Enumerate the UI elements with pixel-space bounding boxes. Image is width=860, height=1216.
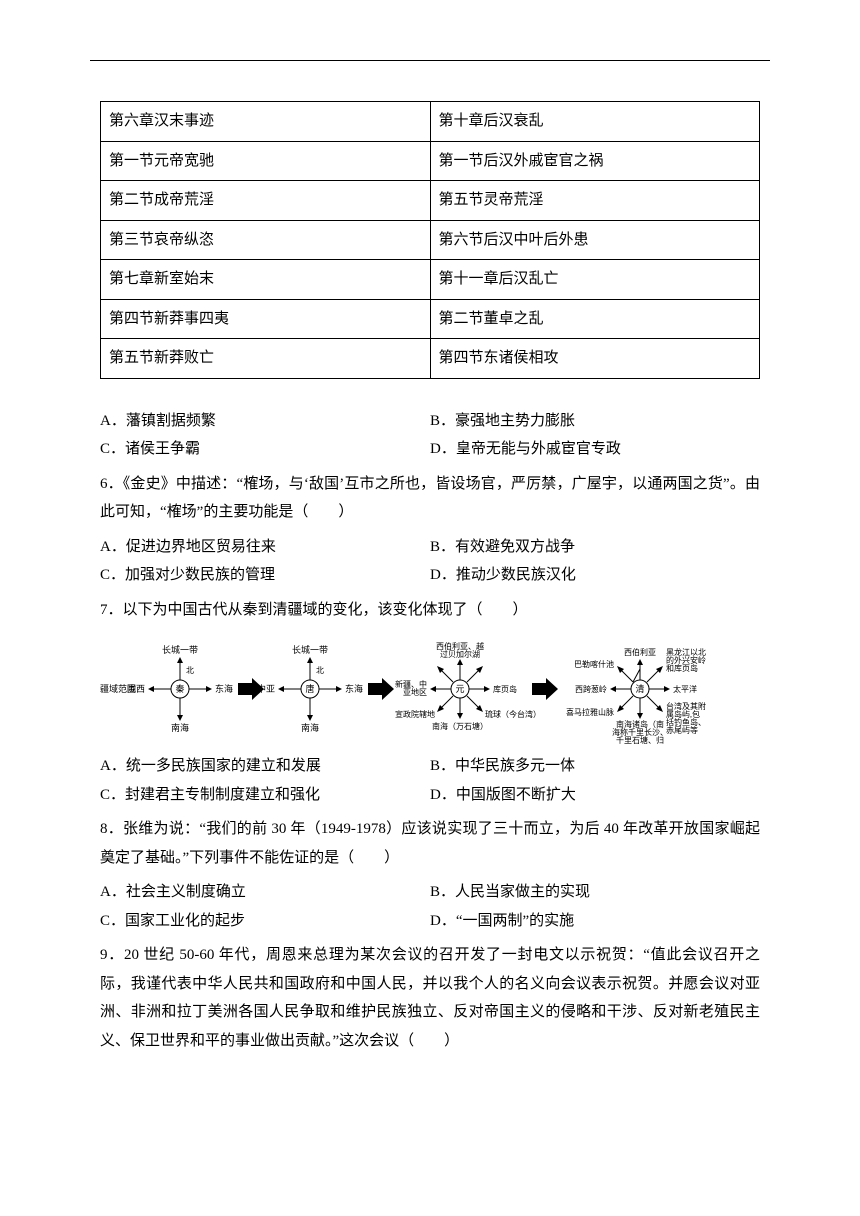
q6-options: A．促进边界地区贸易往来 B．有效避免双方战争 C．加强对少数民族的管理 D．推… xyxy=(100,533,760,590)
svg-text:琉球（今台湾）: 琉球（今台湾） xyxy=(485,709,541,719)
svg-text:北: 北 xyxy=(316,666,324,675)
table-row: 第二节成帝荒淫第五节灵帝荒淫 xyxy=(101,181,760,221)
cell: 第五节灵帝荒淫 xyxy=(430,181,760,221)
option-b: B．豪强地主势力膨胀 xyxy=(430,407,760,436)
option-d: D．“一国两制”的实施 xyxy=(430,907,760,936)
svg-text:长城一带: 长城一带 xyxy=(162,644,198,655)
q7-diagram: 疆域范围 秦 长城一带 北 南海 东海 陇西 唐 长城一带 北 南海 东海 中亚 xyxy=(100,634,760,744)
table-row: 第五节新莽败亡第四节东诸侯相攻 xyxy=(101,339,760,379)
block-arrow-icon xyxy=(368,678,394,700)
diagram-panel-qing: 清 西伯利亚 南海诸岛（南 海称千里长沙、 千里石塘、归 太平洋 西跨葱岭 黑龙… xyxy=(566,647,706,744)
svg-text:巴勒喀什池: 巴勒喀什池 xyxy=(574,659,614,669)
diagram-panel-yuan: 元 西伯利亚、越 过贝加尔湖 南海（万石塘） 库页岛 新疆、中 亚地区 琉球（今… xyxy=(395,641,541,731)
table-row: 第四节新莽事四夷第二节董卓之乱 xyxy=(101,299,760,339)
option-a: A．藩镇割据频繁 xyxy=(100,407,430,436)
svg-text:南海（万石塘）: 南海（万石塘） xyxy=(432,721,488,731)
cell: 第一节元帝宽驰 xyxy=(101,141,431,181)
svg-text:秦: 秦 xyxy=(175,683,184,694)
svg-text:东海: 东海 xyxy=(215,683,233,694)
table-row: 第一节元帝宽驰第一节后汉外戚宦官之祸 xyxy=(101,141,760,181)
option-c: C．国家工业化的起步 xyxy=(100,907,430,936)
svg-text:陇西: 陇西 xyxy=(127,683,145,694)
option-d: D．皇帝无能与外戚宦官专政 xyxy=(430,435,760,464)
cell: 第四节东诸侯相攻 xyxy=(430,339,760,379)
svg-text:唐: 唐 xyxy=(305,683,314,694)
svg-text:清: 清 xyxy=(635,683,644,694)
block-arrow-icon xyxy=(532,678,558,700)
diagram-panel-tang: 唐 长城一带 北 南海 东海 中亚 xyxy=(257,644,363,733)
svg-text:北: 北 xyxy=(186,666,194,675)
cell: 第六节后汉中叶后外患 xyxy=(430,220,760,260)
diagram-panel-qin: 秦 长城一带 北 南海 东海 陇西 xyxy=(127,644,233,733)
cell: 第七章新室始末 xyxy=(101,260,431,300)
q7-options: A．统一多民族国家的建立和发展 B．中华民族多元一体 C．封建君主专制制度建立和… xyxy=(100,752,760,809)
svg-text:东海: 东海 xyxy=(345,683,363,694)
table-row: 第七章新室始末第十一章后汉乱亡 xyxy=(101,260,760,300)
cell: 第三节哀帝纵恣 xyxy=(101,220,431,260)
option-d: D．推动少数民族汉化 xyxy=(430,561,760,590)
cell: 第四节新莽事四夷 xyxy=(101,299,431,339)
cell: 第五节新莽败亡 xyxy=(101,339,431,379)
option-c: C．封建君主专制制度建立和强化 xyxy=(100,781,430,810)
table-row: 第六章汉末事迹第十章后汉衰乱 xyxy=(101,102,760,142)
cell: 第十一章后汉乱亡 xyxy=(430,260,760,300)
svg-text:西跨葱岭: 西跨葱岭 xyxy=(575,684,607,694)
cell: 第十章后汉衰乱 xyxy=(430,102,760,142)
svg-text:中亚: 中亚 xyxy=(257,683,275,694)
q5-options: A．藩镇割据频繁 B．豪强地主势力膨胀 C．诸侯王争霸 D．皇帝无能与外戚宦官专… xyxy=(100,407,760,464)
cell: 第二节成帝荒淫 xyxy=(101,181,431,221)
option-c: C．加强对少数民族的管理 xyxy=(100,561,430,590)
chapter-table: 第六章汉末事迹第十章后汉衰乱 第一节元帝宽驰第一节后汉外戚宦官之祸 第二节成帝荒… xyxy=(100,101,760,379)
svg-text:和库页岛: 和库页岛 xyxy=(666,663,698,673)
option-c: C．诸侯王争霸 xyxy=(100,435,430,464)
option-a: A．社会主义制度确立 xyxy=(100,878,430,907)
q6-stem: 6．《金史》中描述：“榷场，与‘敌国’互市之所也，皆设场官，严厉禁，广屋宇，以通… xyxy=(100,470,760,527)
table-row: 第三节哀帝纵恣第六节后汉中叶后外患 xyxy=(101,220,760,260)
q8-options: A．社会主义制度确立 B．人民当家做主的实现 C．国家工业化的起步 D．“一国两… xyxy=(100,878,760,935)
option-d: D．中国版图不断扩大 xyxy=(430,781,760,810)
svg-text:太平洋: 太平洋 xyxy=(673,684,697,694)
option-a: A．促进边界地区贸易往来 xyxy=(100,533,430,562)
svg-text:库页岛: 库页岛 xyxy=(493,684,517,694)
cell: 第二节董卓之乱 xyxy=(430,299,760,339)
q9-stem: 9．20 世纪 50-60 年代，周恩来总理为某次会议的召开发了一封电文以示祝贺… xyxy=(100,941,760,1055)
option-b: B．有效避免双方战争 xyxy=(430,533,760,562)
cell: 第一节后汉外戚宦官之祸 xyxy=(430,141,760,181)
option-b: B．中华民族多元一体 xyxy=(430,752,760,781)
svg-text:长城一带: 长城一带 xyxy=(292,644,328,655)
svg-text:亚地区: 亚地区 xyxy=(403,687,427,697)
q8-stem: 8．张维为说：“我们的前 30 年（1949-1978）应该说实现了三十而立，为… xyxy=(100,815,760,872)
svg-text:赤尾屿等: 赤尾屿等 xyxy=(666,725,698,735)
svg-text:宣政院辖地: 宣政院辖地 xyxy=(395,709,435,719)
svg-text:喜马拉雅山脉: 喜马拉雅山脉 xyxy=(566,707,614,717)
q7-stem: 7．以下为中国古代从秦到清疆域的变化，该变化体现了（ ） xyxy=(100,596,760,625)
svg-text:过贝加尔湖: 过贝加尔湖 xyxy=(440,649,480,659)
cell: 第六章汉末事迹 xyxy=(101,102,431,142)
page-top-rule xyxy=(90,60,770,61)
option-a: A．统一多民族国家的建立和发展 xyxy=(100,752,430,781)
option-b: B．人民当家做主的实现 xyxy=(430,878,760,907)
svg-text:南海: 南海 xyxy=(301,722,319,733)
svg-text:元: 元 xyxy=(455,684,464,694)
svg-text:南海: 南海 xyxy=(171,722,189,733)
svg-text:西伯利亚: 西伯利亚 xyxy=(624,647,656,657)
svg-text:千里石塘、归: 千里石塘、归 xyxy=(616,735,664,744)
